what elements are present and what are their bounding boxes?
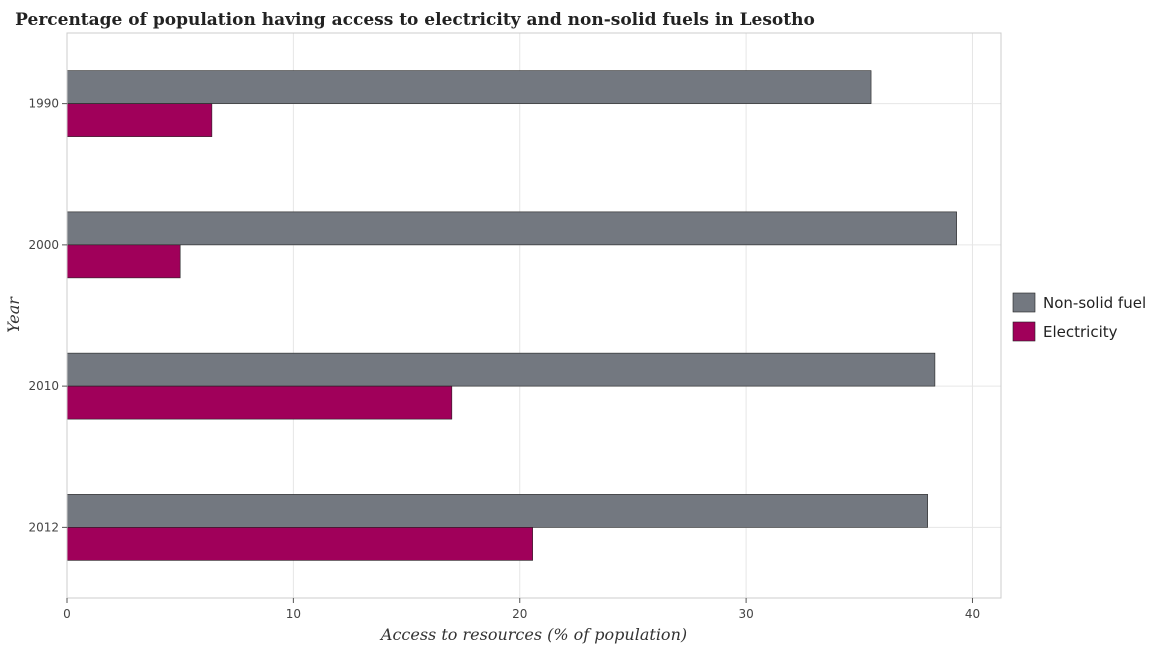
plot-frame	[66, 32, 1002, 599]
x-axis-ticks: 0 10 20 30 40	[63, 598, 980, 621]
bar-non-solid-fuel-2010	[66, 352, 936, 387]
y-tick-label: 1990	[28, 97, 59, 111]
x-tick-label: 20	[512, 607, 527, 621]
legend-swatch	[1012, 321, 1036, 342]
y-tick-label: 2000	[28, 238, 59, 252]
bar-non-solid-fuel-2000	[66, 211, 957, 246]
legend: Non-solid fuel Electricity	[1012, 292, 1146, 342]
bar-electricity-1990	[66, 103, 213, 137]
x-tick-label: 30	[738, 607, 753, 621]
y-tick-label: 2012	[28, 520, 59, 534]
legend-swatch	[1012, 292, 1036, 313]
y-axis-label: Year	[4, 296, 23, 333]
chart-title: Percentage of population having access t…	[15, 10, 815, 30]
x-tick-label: 0	[63, 607, 71, 621]
y-axis-ticks: 1990 2000 2010 2012	[28, 97, 67, 534]
bar-non-solid-fuel-2012	[66, 494, 928, 528]
x-axis-label: Access to resources (% of population)	[379, 625, 687, 644]
bar-non-solid-fuel-1990	[66, 70, 872, 104]
bar-electricity-2012	[66, 527, 533, 561]
y-tick-label: 2010	[28, 379, 59, 393]
bars	[66, 70, 957, 561]
bar-electricity-2000	[66, 244, 181, 279]
bar-electricity-2010	[66, 385, 453, 420]
x-tick-label: 40	[965, 607, 980, 621]
legend-label: Non-solid fuel	[1043, 294, 1146, 312]
x-tick-label: 10	[286, 607, 301, 621]
legend-label: Electricity	[1043, 323, 1118, 341]
